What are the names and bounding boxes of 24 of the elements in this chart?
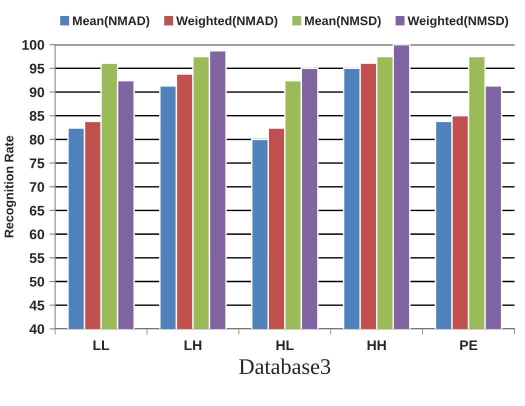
y-tick-label: 70 <box>30 182 44 192</box>
y-tick-label: 95 <box>30 64 44 74</box>
y-tick-label: 55 <box>30 253 44 263</box>
y-tick-label: 60 <box>30 229 44 240</box>
y-tick-label: 75 <box>30 158 44 168</box>
y-axis-title: Recognition Rate <box>4 136 16 238</box>
legend-label: Weighted(NMSD) <box>408 16 508 28</box>
y-tick-label: 85 <box>30 111 44 121</box>
x-tick-label: LL <box>94 340 110 350</box>
y-tick-label: 65 <box>30 206 44 216</box>
x-tick-label: HH <box>368 340 386 350</box>
legend-label: Mean(NMSD) <box>305 16 381 28</box>
legend-label: Weighted(NMAD) <box>176 16 278 28</box>
x-tick-label: PE <box>460 340 478 350</box>
y-tick-label: 80 <box>30 134 44 145</box>
y-tick-label: 40 <box>29 324 44 334</box>
x-tick-label: LH <box>184 340 202 350</box>
y-tick-label: 100 <box>22 40 44 50</box>
y-tick-label: 90 <box>30 87 44 98</box>
x-tick-label: HL <box>276 340 294 350</box>
y-tick-label: 50 <box>30 276 44 287</box>
x-axis-title: Database3 <box>239 358 330 374</box>
legend-label: Mean(NMAD) <box>72 16 150 28</box>
y-tick-label: 45 <box>29 300 44 310</box>
